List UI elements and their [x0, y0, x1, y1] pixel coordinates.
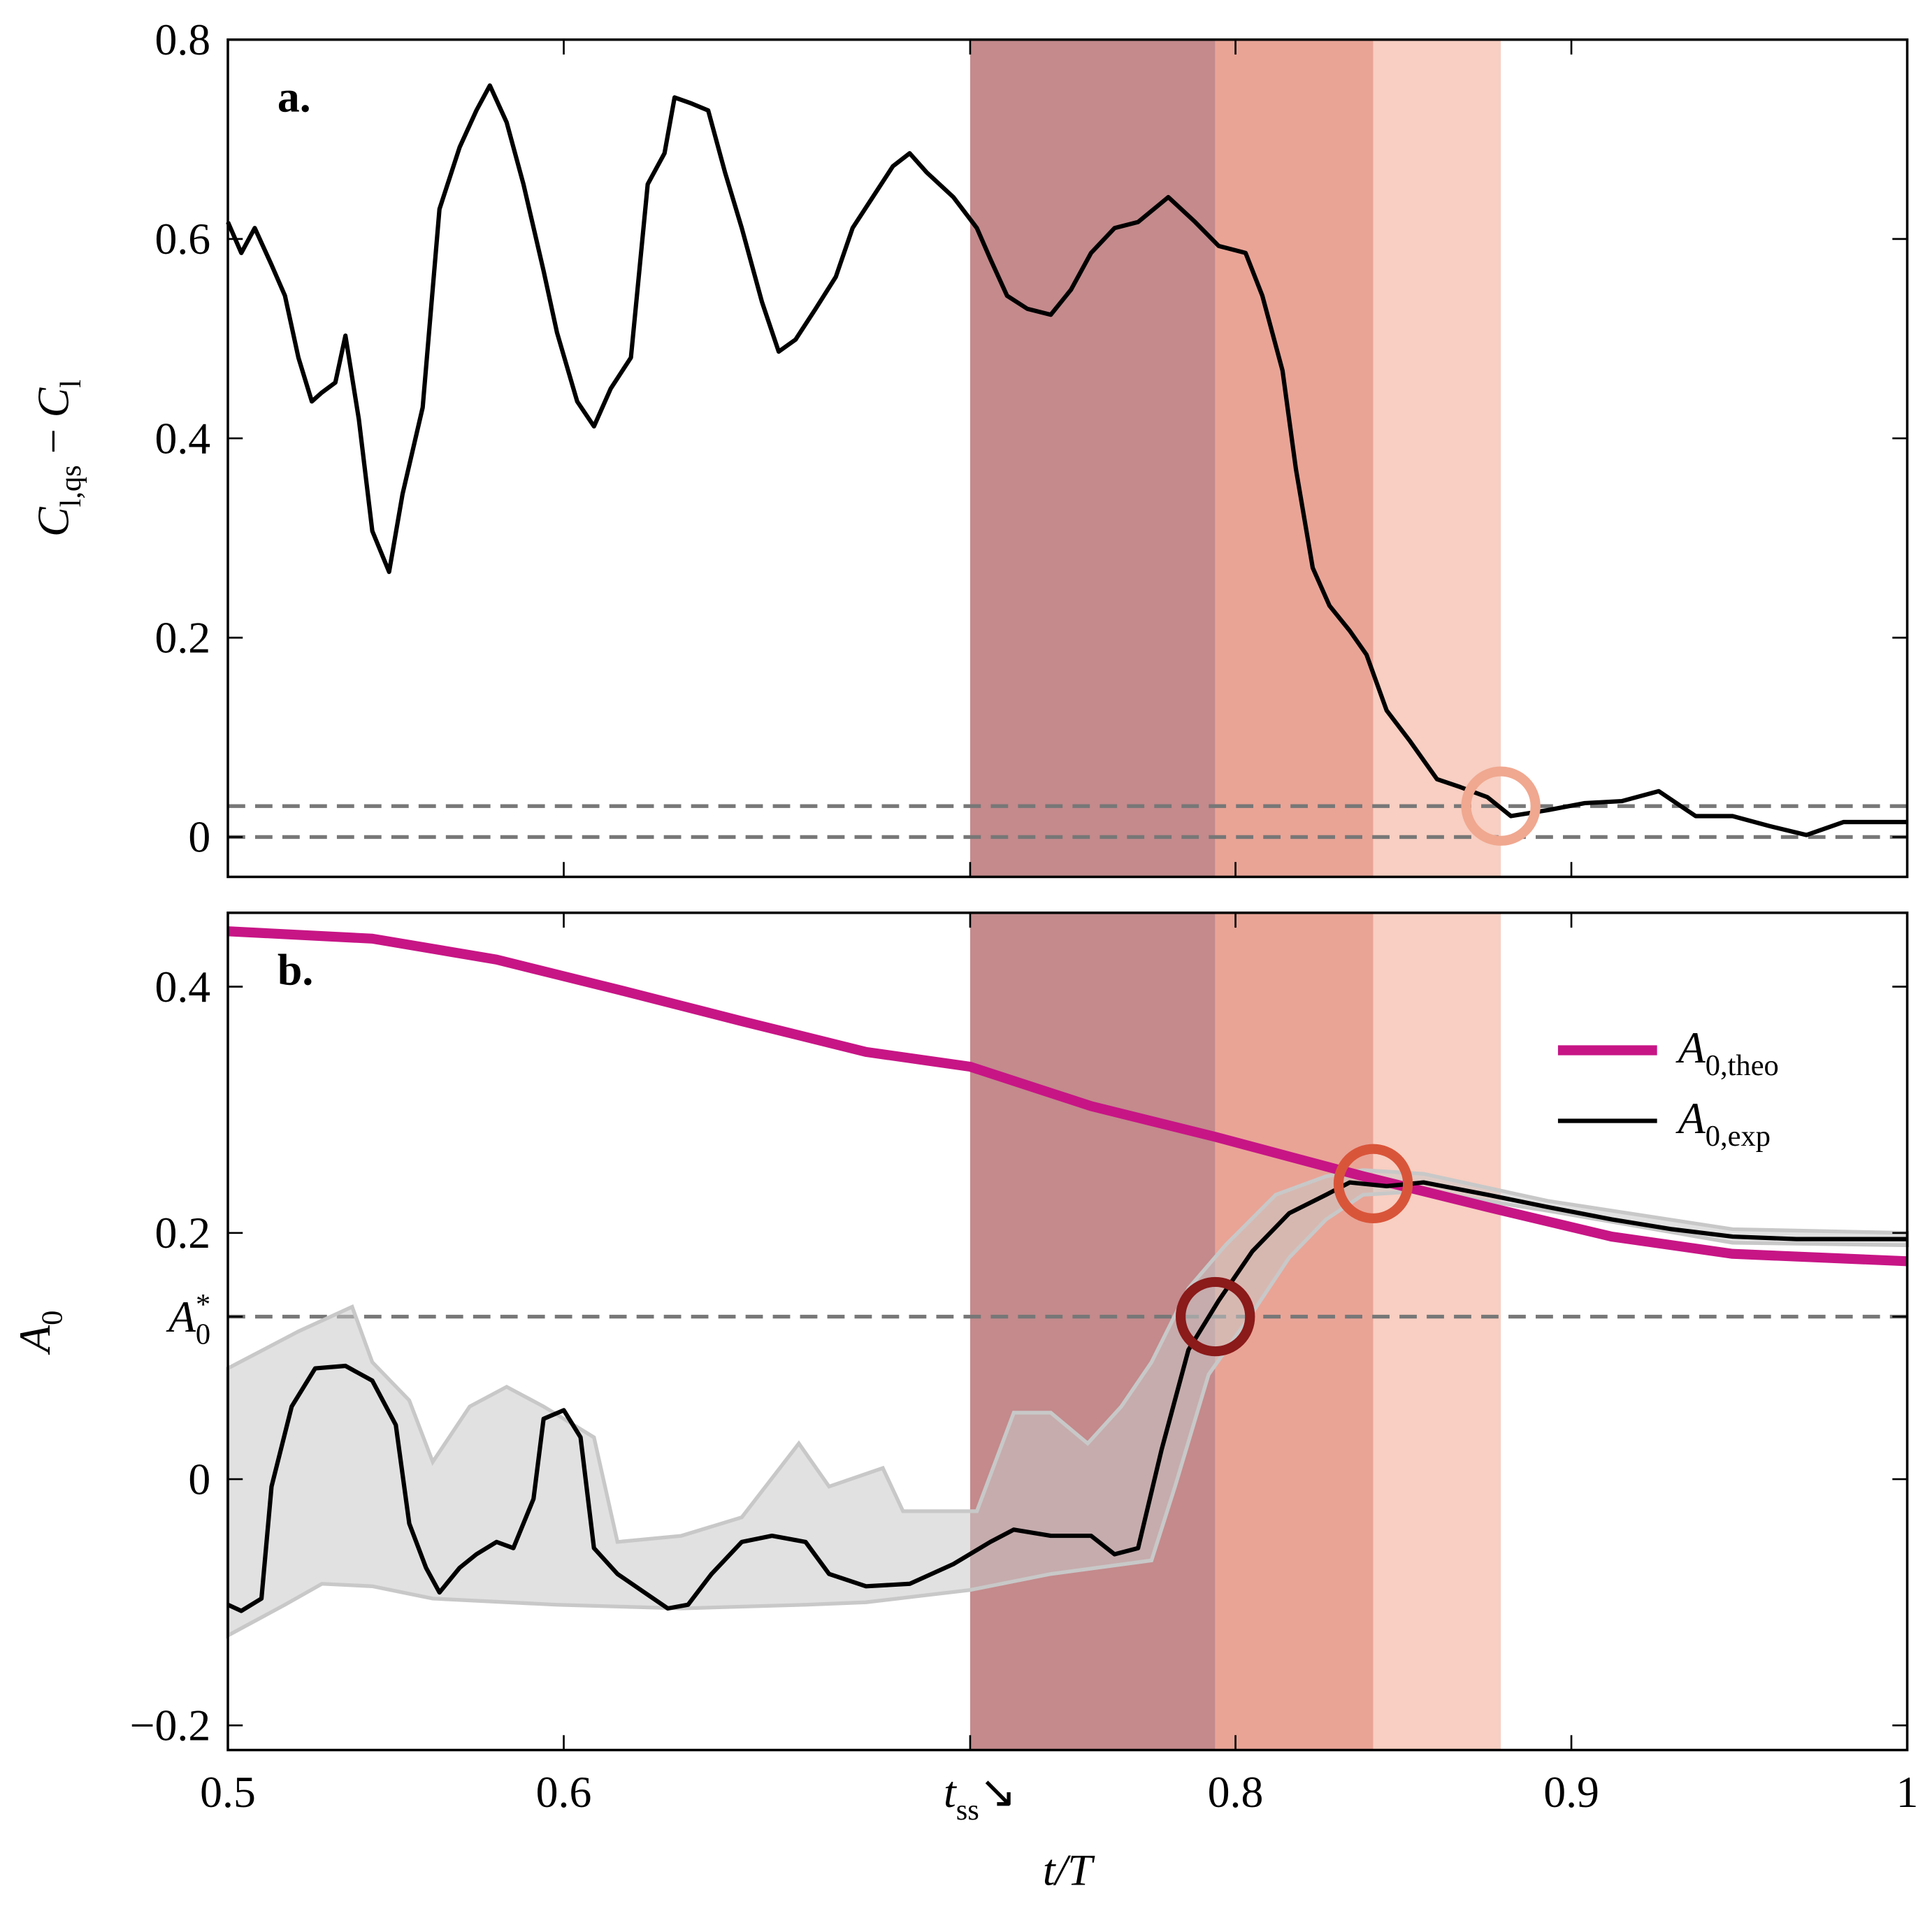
highlight-circle	[1176, 1276, 1255, 1357]
data-line	[226, 1180, 1908, 1613]
data-line	[227, 926, 1908, 1267]
x-tick-label-part: t	[944, 1767, 957, 1817]
y-axis-label-part: l	[55, 380, 87, 388]
y-axis-label-part: l,qs	[55, 465, 87, 507]
highlight-circle	[1333, 1144, 1413, 1224]
legend-label-part: 0,exp	[1706, 1120, 1771, 1153]
legend-label-part: A	[1675, 1093, 1706, 1143]
x-axis-label: t/T	[1043, 1845, 1095, 1895]
x-tick-label: 0.6	[536, 1767, 592, 1817]
y-tick-label: 0.4	[154, 413, 210, 463]
y-tick-label: 0.8	[154, 15, 210, 64]
shaded-region	[1373, 912, 1501, 1750]
y-tick-label-part: *	[196, 1288, 210, 1321]
y-tick-label-part: A	[166, 1292, 196, 1341]
highlight-circle	[1461, 766, 1541, 846]
x-tick-label: 1	[1896, 1767, 1919, 1817]
x-tick-label-part: ss	[956, 1794, 979, 1827]
y-tick-label: −0.2	[130, 1701, 211, 1750]
x-tick-label: tss↘	[944, 1767, 1016, 1827]
y-axis-label-part: −	[28, 417, 78, 465]
y-axis-label: Cl,qs − Cl	[28, 380, 87, 537]
data-line	[226, 83, 1908, 837]
y-axis-label-part: C	[28, 506, 78, 537]
x-tick-label: 0.5	[200, 1767, 256, 1817]
plot-frame	[226, 912, 1909, 1752]
legend-label-part: 0,theo	[1706, 1049, 1779, 1082]
spread-band	[226, 1168, 1910, 1639]
x-tick-label: 0.8	[1208, 1767, 1264, 1817]
y-axis-label-part: C	[28, 387, 78, 417]
x-tick-label: 0.9	[1543, 1767, 1599, 1817]
y-axis-label: A0	[10, 1311, 69, 1355]
y-tick-label: 0.2	[154, 612, 210, 662]
shaded-region	[1373, 39, 1501, 877]
y-tick-label: 0.4	[154, 962, 210, 1011]
y-tick-label: 0.2	[154, 1208, 210, 1258]
y-tick-label: A0*	[166, 1288, 210, 1351]
y-tick-label: 0	[188, 812, 210, 862]
x-tick-label-part: ↘	[979, 1767, 1016, 1817]
panel-label: a.	[277, 71, 311, 121]
y-tick-label-part: 0	[196, 1318, 210, 1351]
legend-label: A0,theo	[1675, 1023, 1779, 1082]
y-tick-label: 0.6	[154, 214, 210, 264]
y-axis-label-part: 0	[36, 1311, 69, 1325]
y-tick-label: 0	[188, 1454, 210, 1504]
legend-label: A0,exp	[1675, 1093, 1771, 1153]
y-axis-label-part: A	[10, 1325, 59, 1355]
panel-label: b.	[277, 945, 313, 995]
legend-label-part: A	[1675, 1023, 1706, 1072]
plot-frame	[226, 38, 1909, 879]
shaded-region	[969, 39, 1216, 877]
